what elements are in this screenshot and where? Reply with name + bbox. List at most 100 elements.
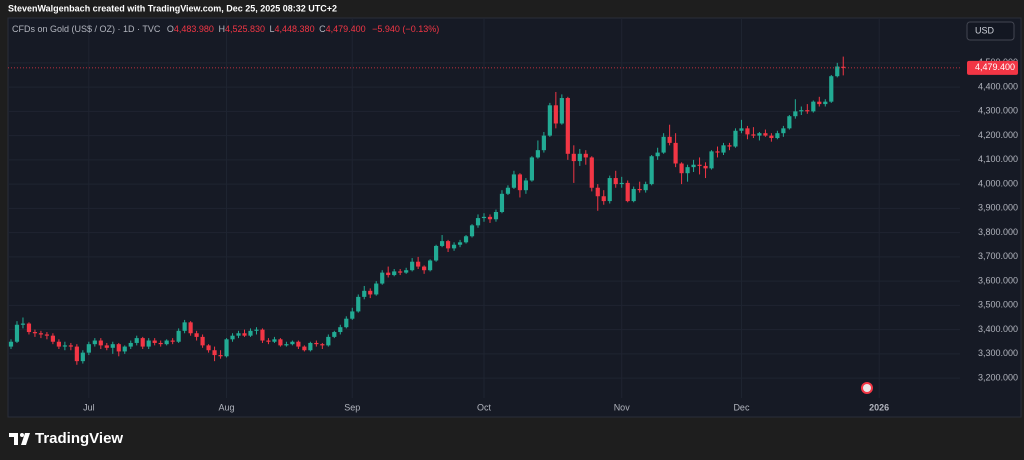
candle-body	[811, 101, 816, 112]
candle-body	[523, 180, 529, 191]
low-value: 4,448.380	[275, 24, 315, 34]
candle-body	[32, 332, 38, 334]
candle-body	[613, 178, 618, 185]
symbol: CFDs on Gold (US$ / OZ) · 1D · TVC	[12, 24, 161, 34]
x-tick-label: Jul	[83, 402, 95, 412]
candle-body	[499, 193, 505, 213]
low-prefix: L	[270, 24, 275, 34]
candle-body	[26, 323, 32, 333]
x-tick-label: Aug	[219, 402, 235, 412]
candle-body	[434, 245, 439, 261]
candle-body	[110, 344, 115, 348]
open-value: 4,483.980	[174, 24, 214, 34]
candle-body	[164, 340, 169, 345]
candle-body	[757, 133, 762, 136]
last-price-box	[967, 60, 1018, 75]
chart-pane	[7, 17, 1022, 418]
high-prefix: H	[218, 24, 225, 34]
candle-body	[350, 311, 355, 319]
candle-body	[134, 338, 139, 343]
candle-body	[128, 342, 133, 347]
candle-body	[697, 164, 702, 166]
y-tick-label: 3,700.000	[978, 251, 1018, 261]
candle-body	[146, 340, 151, 347]
candle-body	[739, 128, 744, 131]
candle-body	[380, 272, 385, 284]
x-tick-label: Oct	[477, 402, 492, 412]
axes: 3,200.000 3,300.000 3,400.000 3,500.000 3,60…	[8, 57, 1018, 412]
currency-button[interactable]	[966, 21, 1015, 41]
open-prefix: O	[167, 24, 174, 34]
candle-body	[841, 66, 846, 68]
candle-body	[230, 335, 235, 340]
candle-body	[733, 130, 738, 147]
candle-body	[266, 340, 271, 342]
candle-body	[577, 153, 582, 162]
candle-body	[98, 340, 103, 346]
chart-header: CFDs on Gold (US$ / OZ) · 1D · TVC O4,48…	[12, 24, 439, 34]
candle-body	[182, 322, 187, 331]
candle-body	[649, 156, 654, 185]
y-tick-label: 3,300.000	[978, 348, 1018, 358]
candle-body	[691, 164, 696, 168]
candle-body	[20, 323, 26, 325]
candle-body	[50, 335, 56, 342]
candle-body	[302, 346, 307, 351]
candle-body	[487, 216, 493, 220]
candle-body	[386, 272, 391, 276]
candle-body	[320, 344, 325, 346]
candle-body	[158, 342, 163, 345]
event-icon	[861, 382, 873, 394]
candle-body	[290, 341, 295, 345]
candle-body	[260, 329, 265, 341]
y-tick-label: 3,500.000	[978, 300, 1018, 310]
x-tick-label: 2026	[869, 402, 889, 412]
candle-body	[8, 341, 14, 347]
candle-body	[392, 271, 397, 276]
candle-body	[368, 290, 373, 295]
candle-body	[457, 242, 463, 245]
brand-name: TradingView	[35, 430, 123, 447]
candle-body	[284, 344, 289, 346]
candle-body	[583, 153, 588, 158]
logo-dot	[20, 433, 24, 437]
candle-body	[685, 167, 690, 174]
candle-body	[637, 188, 642, 191]
candle-body	[56, 341, 61, 347]
candle-body	[14, 324, 20, 342]
candle-body	[362, 290, 367, 297]
candle-body	[781, 128, 786, 134]
candle-body	[589, 157, 594, 188]
candle-body	[517, 174, 523, 191]
candle-body	[643, 184, 648, 191]
candle-body	[445, 241, 451, 249]
candle-body	[104, 345, 109, 348]
candle-body	[595, 187, 600, 197]
candle-body	[619, 182, 624, 185]
candle-body	[122, 346, 127, 352]
high-value: 4,525.830	[225, 24, 265, 34]
candle-body	[140, 338, 145, 347]
candle-body	[248, 330, 253, 336]
candle-body	[170, 340, 175, 342]
candle-body	[338, 327, 343, 333]
candle-body	[398, 271, 403, 273]
currency-label[interactable]: USD	[975, 25, 995, 35]
candle-body	[559, 98, 564, 124]
candle-body	[661, 136, 666, 153]
candle-body	[721, 145, 726, 153]
candle-body	[212, 350, 217, 356]
y-tick-label: 4,200.000	[978, 130, 1018, 140]
candle-body	[176, 330, 181, 342]
brand-logo	[9, 433, 30, 445]
candle-body	[62, 345, 67, 347]
candle-body	[116, 344, 121, 352]
candle-body	[541, 135, 546, 151]
candle-body	[314, 342, 319, 345]
candle-body	[571, 153, 576, 162]
candle-body	[709, 151, 714, 169]
candle-body	[493, 212, 499, 220]
candle-body	[805, 110, 810, 112]
candle-body	[308, 342, 313, 351]
